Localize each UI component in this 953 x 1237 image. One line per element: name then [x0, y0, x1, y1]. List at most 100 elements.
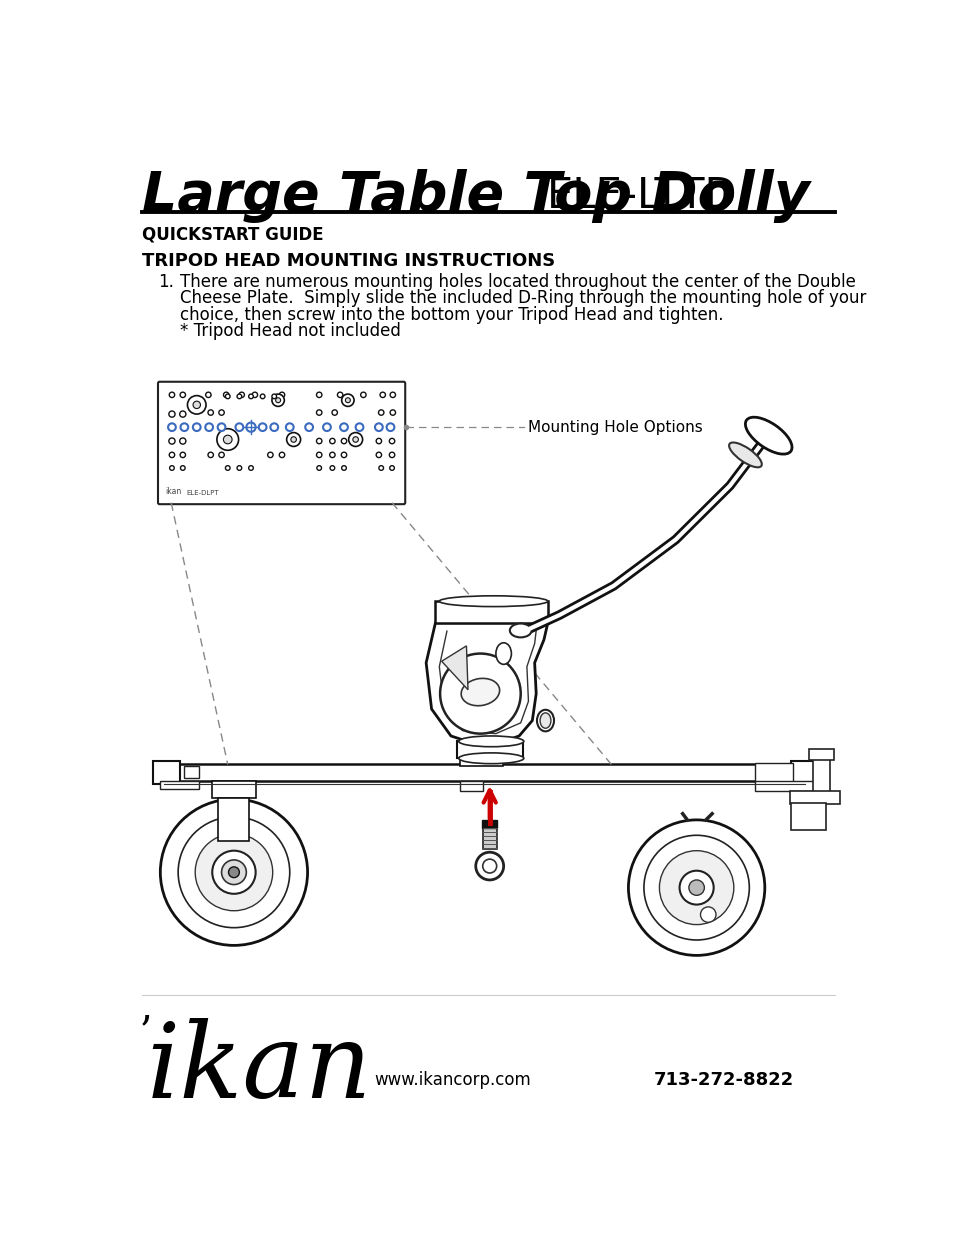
Circle shape [249, 395, 253, 398]
Text: QUICKSTART GUIDE: QUICKSTART GUIDE [142, 225, 324, 244]
Circle shape [160, 799, 307, 945]
Circle shape [348, 433, 362, 447]
Circle shape [482, 860, 497, 873]
Circle shape [330, 438, 335, 444]
Circle shape [223, 392, 229, 397]
Circle shape [332, 409, 337, 416]
Polygon shape [426, 622, 547, 743]
Circle shape [236, 395, 241, 398]
Circle shape [208, 453, 213, 458]
Circle shape [169, 453, 174, 458]
Circle shape [187, 396, 206, 414]
Circle shape [258, 423, 266, 430]
Circle shape [688, 880, 703, 896]
Circle shape [375, 453, 381, 458]
Circle shape [389, 453, 395, 458]
Circle shape [260, 395, 265, 398]
Circle shape [305, 423, 313, 430]
Bar [790, 761, 818, 784]
Bar [160, 782, 199, 789]
FancyBboxPatch shape [158, 382, 405, 505]
Circle shape [378, 409, 383, 416]
Bar [812, 753, 829, 800]
Bar [459, 760, 502, 766]
Circle shape [286, 423, 294, 430]
Circle shape [178, 816, 290, 928]
Circle shape [252, 392, 257, 397]
Text: Large Table Top Dolly: Large Table Top Dolly [142, 169, 809, 223]
Circle shape [179, 438, 186, 444]
Text: ikan: ikan [146, 1018, 372, 1119]
Circle shape [389, 438, 395, 444]
Circle shape [379, 392, 385, 397]
Bar [164, 764, 804, 782]
Text: 1.: 1. [158, 273, 173, 291]
Circle shape [341, 438, 346, 444]
Ellipse shape [539, 713, 550, 729]
Circle shape [212, 851, 255, 894]
Bar [212, 782, 255, 798]
Circle shape [225, 465, 230, 470]
Circle shape [643, 835, 748, 940]
Circle shape [217, 423, 225, 430]
Circle shape [390, 465, 394, 470]
Text: Mounting Hole Options: Mounting Hole Options [527, 419, 701, 434]
Text: ikan: ikan [166, 487, 182, 496]
Text: TRIPOD HEAD MOUNTING INSTRUCTIONS: TRIPOD HEAD MOUNTING INSTRUCTIONS [142, 252, 556, 271]
Text: * Tripod Head not included: * Tripod Head not included [179, 322, 400, 340]
Circle shape [286, 433, 300, 447]
Circle shape [316, 409, 321, 416]
Circle shape [180, 453, 185, 458]
Text: choice, then screw into the bottom your Tripod Head and tighten.: choice, then screw into the bottom your … [179, 306, 722, 324]
Circle shape [360, 392, 366, 397]
Bar [435, 601, 547, 622]
Circle shape [316, 392, 321, 397]
Circle shape [236, 465, 241, 470]
Circle shape [205, 423, 213, 430]
Text: ELE-LTTD: ELE-LTTD [546, 176, 737, 218]
Circle shape [345, 398, 350, 403]
Polygon shape [441, 646, 468, 690]
Circle shape [169, 392, 174, 397]
Circle shape [180, 465, 185, 470]
Circle shape [193, 423, 200, 430]
Circle shape [179, 411, 186, 417]
Circle shape [235, 423, 243, 430]
Bar [808, 750, 833, 760]
Ellipse shape [728, 443, 761, 468]
Circle shape [316, 453, 321, 458]
Circle shape [390, 409, 395, 416]
Text: www.ikancorp.com: www.ikancorp.com [374, 1071, 530, 1089]
Circle shape [246, 423, 255, 432]
Bar [790, 803, 825, 830]
Circle shape [272, 395, 284, 407]
Circle shape [355, 423, 363, 430]
Circle shape [330, 465, 335, 470]
Circle shape [218, 453, 224, 458]
Text: There are numerous mounting holes located throughout the center of the Double: There are numerous mounting holes locate… [179, 273, 855, 291]
Circle shape [341, 465, 346, 470]
Circle shape [268, 453, 273, 458]
Circle shape [180, 392, 185, 397]
Circle shape [206, 392, 211, 397]
Circle shape [375, 423, 382, 430]
Circle shape [275, 398, 280, 403]
Circle shape [193, 401, 200, 408]
Circle shape [341, 395, 354, 407]
Bar [152, 761, 179, 784]
Bar [218, 798, 249, 841]
Circle shape [221, 860, 246, 884]
Circle shape [216, 429, 238, 450]
Circle shape [323, 423, 331, 430]
Circle shape [378, 465, 383, 470]
Circle shape [340, 423, 348, 430]
Circle shape [390, 392, 395, 397]
Ellipse shape [460, 678, 499, 706]
Circle shape [659, 851, 733, 924]
Circle shape [239, 392, 244, 397]
Circle shape [337, 392, 342, 397]
Ellipse shape [458, 736, 523, 747]
Circle shape [700, 907, 716, 923]
Text: ʼ: ʼ [137, 1013, 151, 1055]
Bar [459, 782, 483, 790]
